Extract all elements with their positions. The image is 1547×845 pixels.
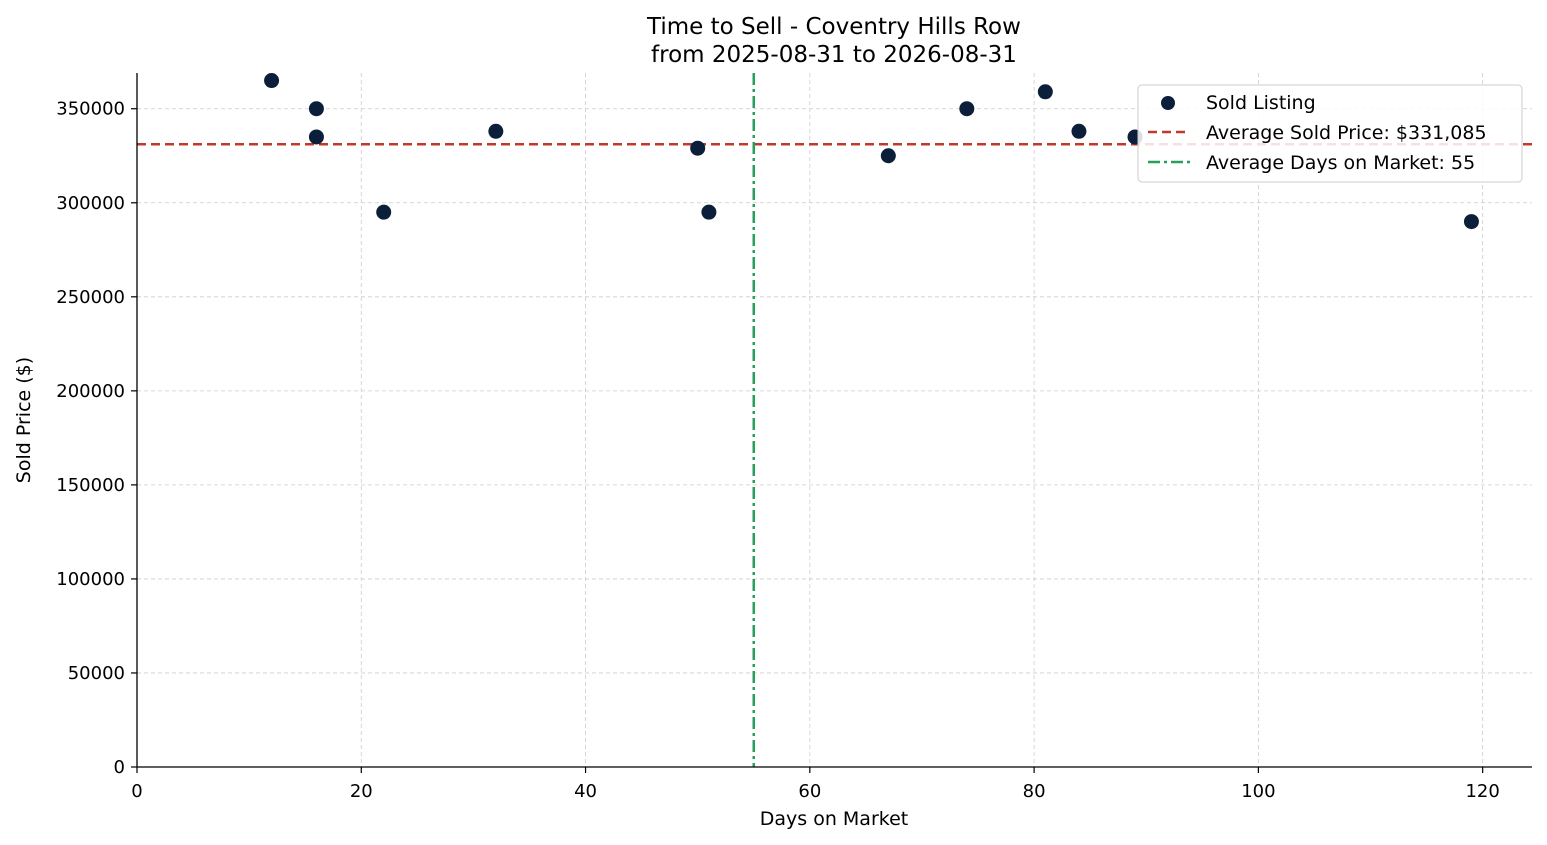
axis-ticks: 0 20 40 60 80 100 120 0 50000 100000 150000 200000 2… [56, 99, 1500, 802]
y-tick-label: 300000 [56, 193, 125, 214]
y-tick-label: 50000 [68, 663, 125, 684]
data-point [690, 140, 706, 156]
y-tick-label: 0 [114, 757, 125, 778]
data-points [264, 73, 1479, 230]
axes [136, 73, 1532, 768]
data-point [1071, 123, 1087, 139]
data-point [376, 204, 392, 220]
legend-label-sold-listing: Sold Listing [1206, 92, 1316, 114]
legend-box [1137, 84, 1523, 183]
legend-label-avg-days: Average Days on Market: 55 [1206, 152, 1475, 174]
y-tick-label: 250000 [56, 287, 125, 308]
x-tick-label: 40 [574, 781, 597, 802]
data-point [308, 101, 324, 117]
x-tick-label: 120 [1465, 781, 1499, 802]
x-tick-label: 20 [350, 781, 373, 802]
data-point [308, 129, 324, 145]
y-tick-label: 150000 [56, 475, 125, 496]
chart-title-line1: Time to Sell - Coventry Hills Row [646, 14, 1021, 40]
y-tick-label: 350000 [56, 99, 125, 120]
data-point [959, 101, 975, 117]
x-tick-label: 0 [131, 781, 142, 802]
data-point [701, 204, 717, 220]
legend: Sold Listing Average Sold Price: $331,08… [1137, 84, 1523, 183]
x-tick-label: 100 [1241, 781, 1275, 802]
data-point [264, 73, 280, 89]
legend-label-avg-price: Average Sold Price: $331,085 [1206, 122, 1487, 144]
data-point [488, 123, 504, 139]
data-point [1037, 84, 1053, 100]
legend-marker-sold-listing [1161, 96, 1175, 110]
x-tick-label: 60 [798, 781, 821, 802]
data-point [1463, 214, 1479, 230]
y-axis-label: Sold Price ($) [13, 357, 35, 483]
x-axis-label: Days on Market [760, 808, 908, 830]
data-point [880, 148, 896, 164]
y-tick-label: 200000 [56, 381, 125, 402]
chart-title-line2: from 2025-08-31 to 2026-08-31 [651, 42, 1017, 68]
y-tick-label: 100000 [56, 569, 125, 590]
x-tick-label: 80 [1023, 781, 1046, 802]
